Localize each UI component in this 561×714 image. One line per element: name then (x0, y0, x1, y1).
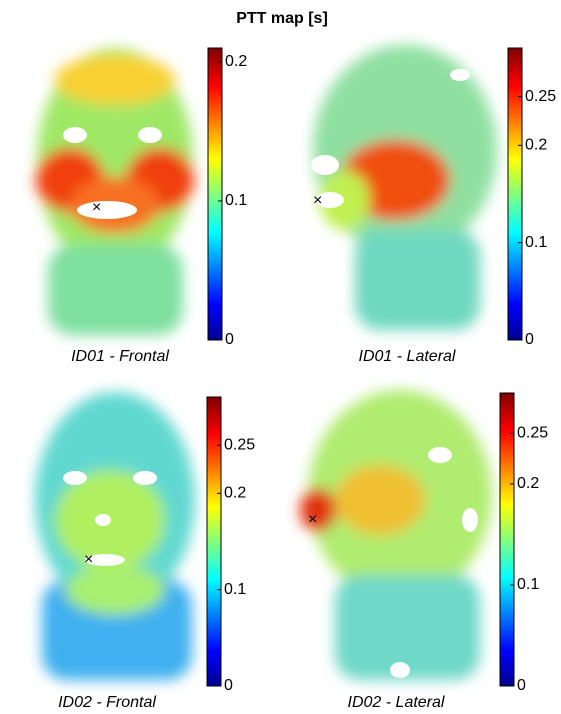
colorbar (507, 47, 523, 341)
face-holes (63, 127, 162, 219)
colorbar-tick-label: 0.25 (525, 88, 556, 105)
panel-caption: ID02 - Frontal (58, 694, 156, 711)
colorbar-tick-label: 0.1 (225, 192, 247, 209)
colorbar-tick-label: 0.1 (525, 234, 547, 251)
colorbar-tick-label: 0 (517, 677, 526, 694)
colorbar-tick-label: 0 (225, 331, 234, 348)
heatmap-face (36, 48, 194, 335)
colorbar-tick-label: 0.25 (517, 425, 548, 442)
colorbar (499, 392, 515, 687)
marker: × (84, 551, 93, 568)
colorbar-tick-label: 0.1 (517, 576, 539, 593)
colorbar-tick-label: 0.1 (224, 581, 246, 598)
heatmap-face (300, 390, 492, 680)
figure-title: PTT map [s] (236, 10, 328, 27)
face-holes (390, 447, 478, 678)
colorbar (206, 396, 222, 687)
marker: × (92, 199, 101, 216)
colorbar-tick-label: 0 (525, 331, 534, 348)
face-holes (311, 69, 470, 208)
face-holes (63, 471, 157, 566)
heatmap-face (313, 45, 497, 330)
panel-caption: ID02 - Lateral (348, 694, 445, 711)
colorbar-tick-label: 0.25 (224, 436, 255, 453)
colorbar-tick-label: 0 (224, 677, 233, 694)
colorbar-tick-label: 0.2 (525, 137, 547, 154)
panel-caption: ID01 - Frontal (71, 348, 169, 365)
colorbar (207, 47, 223, 341)
colorbar-tick-label: 0.2 (517, 475, 539, 492)
colorbar-tick-label: 0.2 (224, 485, 246, 502)
marker: × (313, 192, 322, 209)
heatmap-face (35, 392, 195, 680)
marker: × (308, 511, 317, 528)
panel-caption: ID01 - Lateral (359, 348, 456, 365)
colorbar-tick-label: 0.2 (225, 53, 247, 70)
